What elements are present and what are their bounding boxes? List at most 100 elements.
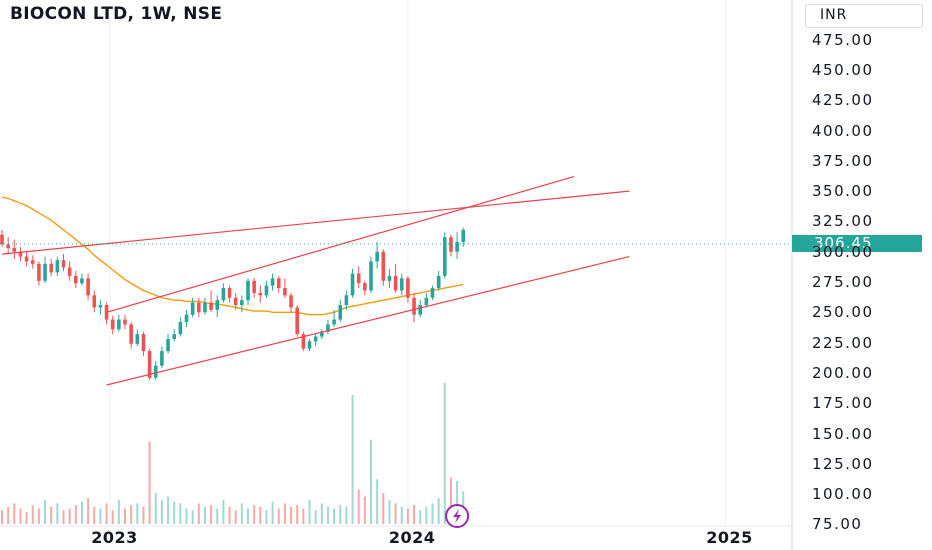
candle-body xyxy=(209,302,213,310)
candle-body xyxy=(215,300,220,310)
candle-body xyxy=(37,263,41,281)
candle-body xyxy=(166,338,170,352)
volume-bar xyxy=(228,506,231,524)
price-tick-label: 475.00 xyxy=(812,30,874,49)
volume-bar xyxy=(173,501,176,524)
volume-bar xyxy=(50,506,53,524)
volume-bar xyxy=(93,506,96,524)
volume-bar xyxy=(160,499,163,524)
volume-bar xyxy=(234,510,237,524)
candle-body xyxy=(67,267,72,276)
candle-body xyxy=(86,278,90,296)
volume-bar xyxy=(56,503,59,524)
candle-body xyxy=(246,280,250,301)
volume-bar xyxy=(425,506,428,524)
candle-body xyxy=(227,288,232,298)
moving-average-line xyxy=(1,196,464,316)
candle-body xyxy=(283,288,287,296)
candle-body xyxy=(295,307,299,335)
candle-body xyxy=(430,288,435,298)
trendline-2 xyxy=(106,255,630,386)
trendline-3 xyxy=(1,190,630,255)
volume-bar xyxy=(210,505,213,524)
volume-bar xyxy=(277,508,280,524)
volume-bar xyxy=(62,510,65,524)
volume-bar xyxy=(247,508,249,524)
volume-bar xyxy=(351,395,354,524)
candle-body xyxy=(190,302,195,315)
last-price-label: 306.45 xyxy=(792,235,922,252)
volume-bar xyxy=(44,499,47,524)
volume-bar xyxy=(431,503,434,524)
volume-bar xyxy=(142,506,145,524)
volume-bar xyxy=(130,505,133,524)
currency-label: INR xyxy=(820,7,848,23)
candle-body xyxy=(80,278,84,284)
price-tick-label: 100.00 xyxy=(812,485,874,504)
volume-bar xyxy=(437,498,440,524)
candle-body xyxy=(141,334,146,352)
volume-bar xyxy=(105,503,108,524)
candle-body xyxy=(363,283,367,291)
volume-bar xyxy=(154,493,157,524)
candle-body xyxy=(443,237,447,276)
volume-bar xyxy=(314,510,317,524)
candle-body xyxy=(399,278,404,291)
candle-body xyxy=(301,334,306,349)
currency-selector[interactable]: INR xyxy=(805,4,923,28)
volume-bar xyxy=(296,505,299,524)
volume-bar xyxy=(456,481,459,524)
volume-bar xyxy=(326,506,329,524)
candle-body xyxy=(123,319,127,325)
volume-bar xyxy=(37,508,40,524)
candle-body xyxy=(61,260,66,268)
volume-bar xyxy=(339,505,342,524)
year-tick-label: 2024 xyxy=(388,528,436,547)
price-tick-label: 400.00 xyxy=(812,121,874,140)
volume-bar xyxy=(265,510,268,524)
candle-body xyxy=(406,278,410,298)
year-tick-label: 2023 xyxy=(91,528,138,547)
candle-body xyxy=(332,319,336,325)
candle-body xyxy=(160,351,164,366)
candle-body xyxy=(455,242,459,252)
candle-body xyxy=(184,314,189,322)
candle-body xyxy=(240,300,244,306)
volume-bar xyxy=(357,489,360,524)
price-tick-label: 225.00 xyxy=(812,333,874,352)
candle-body xyxy=(313,336,318,342)
volume-bar xyxy=(99,508,102,524)
volume-bar xyxy=(216,508,219,524)
candle-body xyxy=(55,260,60,273)
volume-bar xyxy=(413,505,416,524)
volume-bar xyxy=(333,508,336,524)
volume-bar xyxy=(7,506,10,524)
volume-bar xyxy=(31,505,34,524)
volume-bar xyxy=(222,499,225,524)
candle-body xyxy=(117,319,121,330)
candle-body xyxy=(461,229,466,243)
candle-body xyxy=(276,278,281,289)
volume-bar xyxy=(419,510,422,524)
candle-body xyxy=(92,295,97,308)
volume-bar xyxy=(124,508,126,524)
candle-body xyxy=(344,295,349,306)
price-tick-label: 325.00 xyxy=(812,212,874,231)
candle-body xyxy=(326,324,330,332)
candle-body xyxy=(74,275,78,284)
price-tick-label: 250.00 xyxy=(812,303,874,322)
volume-bar xyxy=(19,508,22,524)
candle-body xyxy=(375,251,379,262)
price-tick-label: 450.00 xyxy=(812,60,874,79)
volume-bar xyxy=(370,439,372,524)
price-tick-label: 200.00 xyxy=(812,363,874,382)
volume-bar xyxy=(253,505,256,524)
candle-body xyxy=(387,275,392,281)
candle-body xyxy=(350,273,355,296)
candle-body xyxy=(147,351,152,378)
volume-bar xyxy=(363,496,366,524)
volume-bar xyxy=(308,499,311,524)
volume-bar xyxy=(449,477,452,524)
volume-bar xyxy=(259,506,262,524)
